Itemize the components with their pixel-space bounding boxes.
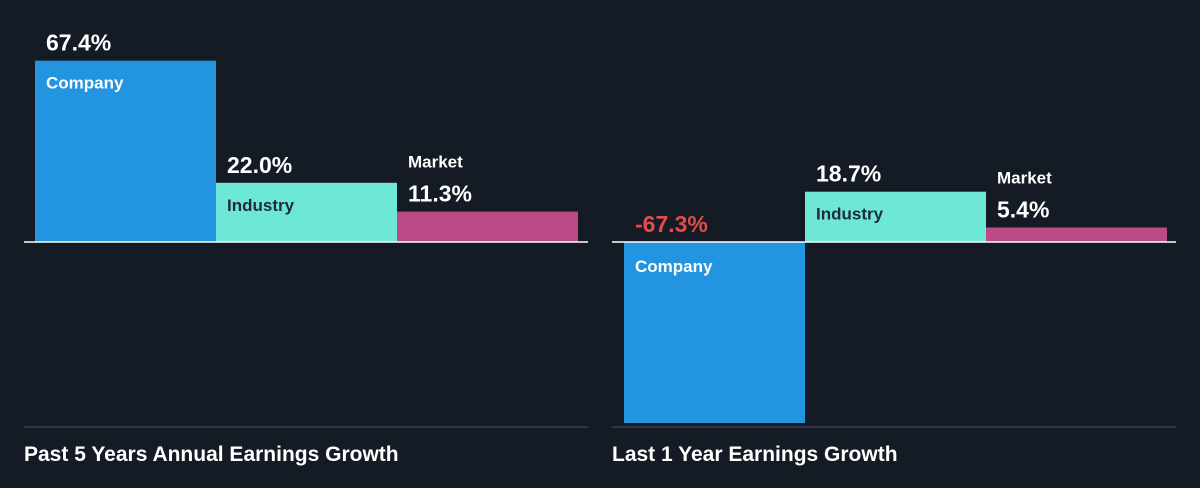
panel2-bar-industry [805,191,986,242]
panel1-value-label-industry: 22.0% [227,152,292,178]
panel2-value-label-company: -67.3% [635,211,708,237]
panel2-value-label-industry: 18.7% [816,161,881,187]
panel1-category-label-industry: Industry [227,196,295,215]
chart-title-last-1-year: Last 1 Year Earnings Growth [612,443,898,466]
panel2-bar-company [624,242,805,424]
panel1-category-label-company: Company [46,74,124,93]
panel2-category-label-industry: Industry [816,205,884,224]
chart-title-past-5-years: Past 5 Years Annual Earnings Growth [24,443,399,466]
panel1-bar-company [35,60,216,242]
panel2-category-label-company: Company [635,257,713,276]
panel1-bar-market [397,211,578,242]
panel1-value-label-market: 11.3% [408,181,472,207]
panel1-category-label-market: Market [408,153,463,172]
panel1-value-label-company: 67.4% [46,30,111,56]
panel2-bar-market [986,227,1167,242]
panel2-category-label-market: Market [997,168,1052,187]
panel1-bar-industry [216,182,397,242]
panel2-value-label-market: 5.4% [997,196,1049,222]
